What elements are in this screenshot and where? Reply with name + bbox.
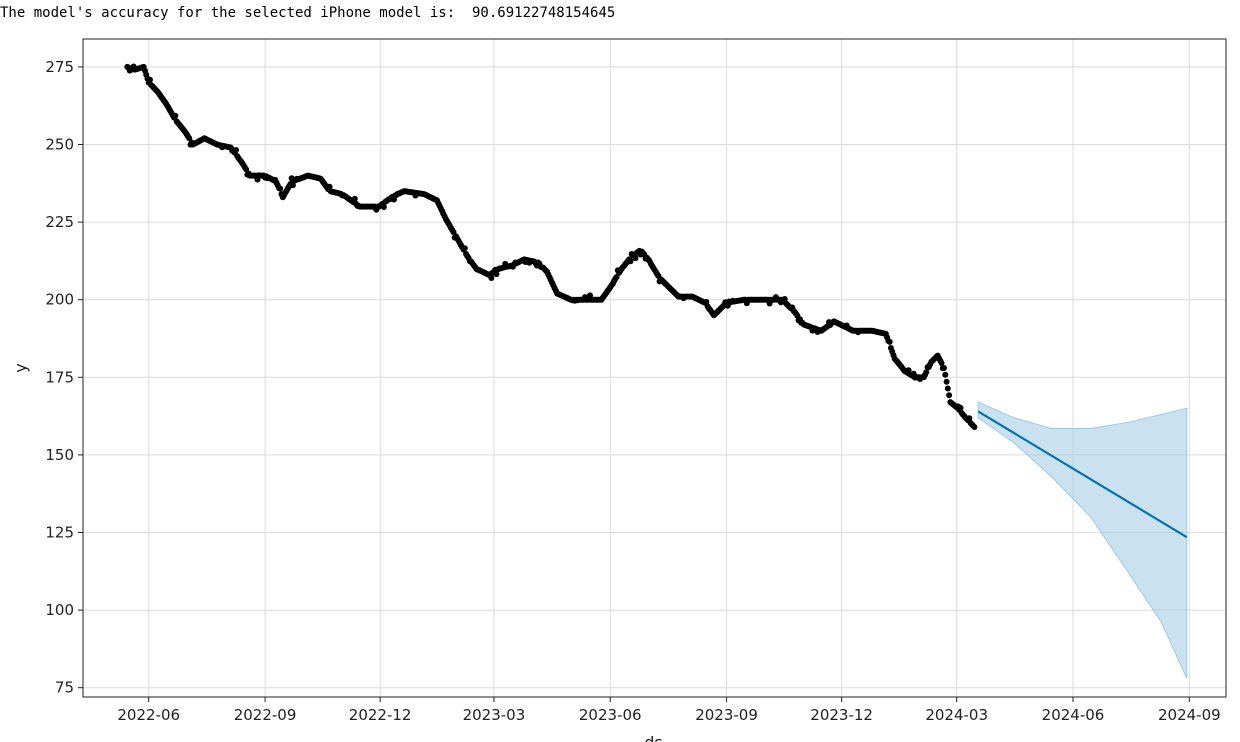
y-tick-label: 250 [45,136,74,154]
y-axis-label: y [11,363,30,372]
actual-data-point [488,275,495,281]
actual-data-point [942,371,949,378]
actual-data-point [946,392,953,399]
actual-data-point [351,195,358,202]
y-tick-label: 150 [45,446,74,464]
x-tick-label: 2024-03 [925,706,988,724]
actual-points [124,63,978,430]
accuracy-output-line: The model's accuracy for the selected iP… [0,5,616,21]
axes [78,38,1227,702]
actual-data-point [943,378,950,385]
y-tick-label: 125 [45,524,74,542]
uncertainty-band [977,401,1188,679]
actual-data-point [277,185,284,192]
x-tick-label: 2022-12 [349,706,412,724]
y-tick-label: 75 [55,679,74,697]
actual-data-point [971,423,978,430]
actual-data-point [172,112,179,119]
x-axis-label: ds [644,733,663,742]
grid-lines [83,39,1226,697]
x-tick-label: 2023-06 [579,706,642,724]
x-tick-label: 2023-03 [463,706,526,724]
actual-data-point [493,271,500,278]
x-tick-label: 2022-09 [234,706,297,724]
actual-data-point [326,183,333,190]
x-tick-label: 2022-06 [117,706,180,724]
actual-data-point [941,365,947,371]
plot-frame [82,38,1227,698]
actual-data-point [703,298,710,305]
uncertainty-interval [977,401,1188,679]
actual-data-point [632,255,639,262]
y-tick-label: 225 [45,213,74,231]
y-tick-label: 175 [45,368,74,386]
x-tick-label: 2024-09 [1158,706,1221,724]
actual-data-point [380,204,387,210]
y-tick-label: 100 [45,601,74,619]
actual-data-point [938,360,945,366]
actual-data-point [957,404,964,411]
actual-data-point [966,415,973,422]
y-tick-label: 275 [45,58,74,76]
forecast-line [977,410,1188,539]
actual-data-point [461,245,468,252]
actual-data-point [944,385,951,392]
actual-data-point [289,182,296,189]
y-tick-label: 200 [45,291,74,309]
x-tick-label: 2023-12 [810,706,873,724]
actual-data-point [923,369,930,376]
x-tick-label: 2023-09 [695,706,758,724]
x-tick-label: 2024-06 [1042,706,1105,724]
actual-data-point [627,258,634,265]
axis-labels: 75 100 125 150 175 200 225 250 275 2022-06 2022-09… [11,58,1221,742]
actual-data-point [147,76,153,83]
actual-data-point [233,147,239,153]
forecast-trend-line [977,410,1188,539]
actual-data-point [886,338,893,345]
